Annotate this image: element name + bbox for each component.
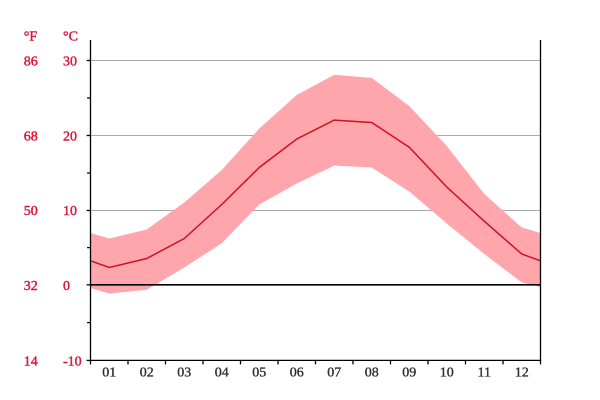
svg-text:06: 06 — [290, 365, 304, 380]
svg-text:04: 04 — [215, 365, 229, 380]
svg-text:01: 01 — [102, 365, 116, 380]
svg-text:32: 32 — [24, 279, 38, 294]
svg-text:°C: °C — [63, 29, 78, 44]
svg-text:03: 03 — [177, 365, 191, 380]
svg-text:09: 09 — [402, 365, 416, 380]
svg-text:50: 50 — [24, 204, 38, 219]
svg-text:68: 68 — [24, 129, 38, 144]
svg-text:08: 08 — [365, 365, 379, 380]
svg-text:02: 02 — [140, 365, 154, 380]
svg-text:14: 14 — [24, 354, 38, 369]
svg-text:07: 07 — [327, 365, 341, 380]
svg-text:20: 20 — [63, 129, 77, 144]
svg-text:05: 05 — [252, 365, 266, 380]
svg-text:°F: °F — [24, 29, 38, 44]
svg-text:86: 86 — [24, 55, 38, 70]
svg-text:0: 0 — [63, 279, 70, 294]
svg-text:10: 10 — [63, 204, 77, 219]
svg-text:10: 10 — [440, 365, 454, 380]
svg-text:-10: -10 — [63, 354, 82, 369]
svg-text:11: 11 — [478, 365, 491, 380]
svg-text:30: 30 — [63, 55, 77, 70]
svg-text:12: 12 — [515, 365, 529, 380]
